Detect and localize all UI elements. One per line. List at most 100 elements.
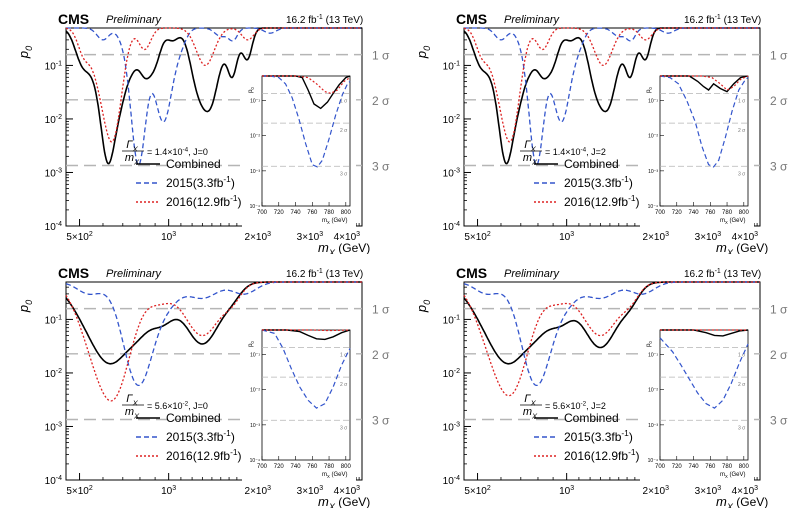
y-tick-label: 10-1 — [45, 314, 62, 326]
chart-svg: CMS Preliminary 16.2 fb-1 (13 TeV) 1 σ 2 σ 3 … — [414, 11, 788, 258]
inset-y-tick-label: 10⁻¹ — [648, 99, 658, 105]
x-tick-label: 3×103 — [695, 231, 722, 243]
inset-x-tick-label: 760 — [307, 210, 318, 216]
inset-x-tick-label: 740 — [291, 464, 302, 470]
width-value: = 1.4×10-4, J=2 — [545, 146, 606, 157]
panel-top-left: CMS Preliminary 16.2 fb-1 (13 TeV) 1 σ 2 σ 3 … — [0, 0, 398, 259]
x-tick-label: 5×102 — [464, 231, 491, 243]
x-axis-title: mX (GeV) — [716, 494, 768, 508]
y-tick-label: 10-2 — [45, 368, 62, 380]
x-axis-title: mX (GeV) — [716, 240, 768, 254]
inset-x-tick-label: 760 — [705, 464, 716, 470]
inset-x-tick-label: 720 — [672, 464, 683, 470]
inset-y-tick-label: 10⁻² — [250, 388, 260, 394]
inset-x-title: mX (GeV) — [322, 472, 347, 479]
inset-x-tick-label: 780 — [722, 210, 733, 216]
inset-sigma-label: 2 σ — [340, 382, 348, 388]
legend-entry: Combined — [564, 157, 619, 171]
y-tick-label: 10-2 — [443, 368, 460, 380]
inset-series-line-1 — [261, 329, 351, 409]
sigma-label: 3 σ — [770, 413, 788, 427]
x-axis-title: mX (GeV) — [318, 494, 370, 508]
legend-entry: 2015(3.3fb-1) — [564, 174, 633, 190]
width-num: ΓX — [126, 393, 138, 407]
legend-entry: 2016(12.9fb-1) — [564, 193, 640, 209]
y-axis-title: p0 — [414, 46, 432, 59]
width-value: = 5.6×10-2, J=0 — [147, 400, 208, 411]
width-value: = 1.4×10-4, J=0 — [147, 146, 208, 157]
inset-sigma-label: 2 σ — [340, 128, 348, 134]
width-den: mX — [523, 152, 538, 166]
x-tick-label: 103 — [559, 485, 574, 497]
inset-x-tick-label: 740 — [291, 210, 302, 216]
inset-x-tick-label: 700 — [655, 464, 666, 470]
lumi-label: 16.2 fb-1 (13 TeV) — [286, 14, 363, 26]
x-tick-label: 2×103 — [245, 231, 272, 243]
preliminary-label: Preliminary — [106, 14, 163, 26]
inset-sigma-label: 1 σ — [340, 98, 348, 104]
inset-y-tick-label: 10⁻³ — [250, 169, 260, 175]
inset-background — [242, 72, 356, 228]
y-tick-label: 10-2 — [45, 114, 62, 126]
inset-x-title: mX (GeV) — [720, 218, 745, 225]
y-tick-label: 10-4 — [45, 221, 62, 233]
chart-svg: CMS Preliminary 16.2 fb-1 (13 TeV) 1 σ 2 σ 3 … — [16, 265, 390, 509]
x-tick-label: 3×103 — [695, 485, 722, 497]
x-tick-label: 2×103 — [245, 485, 272, 497]
sigma-label: 2 σ — [770, 348, 788, 362]
inset-background — [640, 72, 754, 228]
y-tick-label: 10-3 — [45, 167, 62, 179]
y-tick-label: 10-4 — [443, 475, 460, 487]
y-tick-label: 10-1 — [443, 60, 460, 72]
width-num: ΓX — [524, 139, 536, 153]
inset-series-line-2 — [262, 75, 351, 95]
width-value: = 5.6×10-2, J=2 — [545, 400, 606, 411]
lumi-label: 16.2 fb-1 (13 TeV) — [684, 14, 761, 26]
inset-x-tick-label: 780 — [722, 464, 733, 470]
series-line-0 — [463, 281, 760, 365]
inset-sigma-label: 3 σ — [340, 425, 348, 431]
cms-label: CMS — [456, 11, 487, 27]
y-axis-title: p0 — [414, 300, 432, 313]
lumi-label: 16.2 fb-1 (13 TeV) — [684, 268, 761, 280]
inset-sigma-label: 3 σ — [738, 171, 746, 177]
inset-x-tick-label: 760 — [705, 210, 716, 216]
x-tick-label: 103 — [559, 231, 574, 243]
width-den: mX — [523, 406, 538, 420]
inset-series-line-1 — [262, 75, 351, 168]
inset-x-tick-label: 700 — [655, 210, 666, 216]
sigma-label: 3 σ — [770, 159, 788, 173]
panel-bottom-left: CMS Preliminary 16.2 fb-1 (13 TeV) 1 σ 2 σ 3 … — [0, 254, 398, 509]
y-tick-label: 10-3 — [443, 167, 460, 179]
width-num: ΓX — [126, 139, 138, 153]
inset-y-title: p0 — [248, 87, 255, 93]
x-tick-label: 4×103 — [732, 231, 759, 243]
x-tick-label: 4×103 — [334, 485, 361, 497]
sigma-label: 1 σ — [770, 303, 788, 317]
sigma-label: 3 σ — [372, 413, 390, 427]
series-line-0 — [463, 27, 760, 165]
chart-svg: CMS Preliminary 16.2 fb-1 (13 TeV) 1 σ 2 σ 3 … — [16, 11, 390, 258]
sigma-label: 2 σ — [770, 94, 788, 108]
chart-svg: CMS Preliminary 16.2 fb-1 (13 TeV) 1 σ 2 σ 3 … — [414, 265, 788, 509]
inset-frame — [261, 75, 351, 207]
legend-entry: 2016(12.9fb-1) — [166, 447, 242, 463]
inset-x-tick-label: 800 — [341, 210, 352, 216]
inset-x-tick-label: 800 — [739, 210, 750, 216]
y-tick-label: 10-1 — [443, 314, 460, 326]
inset-x-tick-label: 700 — [257, 210, 268, 216]
y-tick-label: 10-4 — [45, 475, 62, 487]
legend-entry: 2015(3.3fb-1) — [166, 174, 235, 190]
inset-series-line-1 — [659, 337, 749, 409]
cms-label: CMS — [58, 265, 89, 281]
cms-label: CMS — [456, 265, 487, 281]
inset-x-tick-label: 800 — [739, 464, 750, 470]
inset-background — [242, 326, 356, 482]
inset-sigma-label: 3 σ — [738, 425, 746, 431]
inset-y-tick-label: 10⁻² — [250, 134, 260, 140]
inset-y-tick-label: 10⁻⁴ — [250, 204, 260, 210]
series-line-1 — [65, 281, 362, 387]
x-tick-label: 103 — [161, 485, 176, 497]
panel-bottom-right: CMS Preliminary 16.2 fb-1 (13 TeV) 1 σ 2 σ 3 … — [398, 254, 796, 509]
